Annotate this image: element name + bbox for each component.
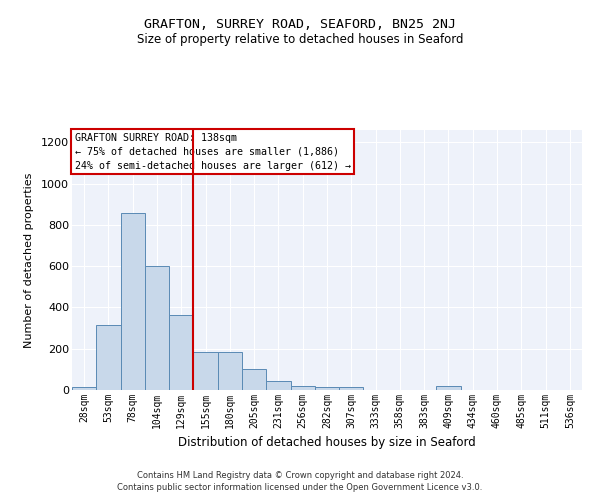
Bar — [218, 352, 242, 390]
Text: GRAFTON SURREY ROAD: 138sqm
← 75% of detached houses are smaller (1,886)
24% of : GRAFTON SURREY ROAD: 138sqm ← 75% of det… — [74, 132, 350, 170]
Y-axis label: Number of detached properties: Number of detached properties — [24, 172, 34, 348]
Bar — [72, 387, 96, 390]
Bar — [96, 325, 121, 390]
Bar — [290, 386, 315, 390]
Bar — [436, 386, 461, 390]
Bar — [169, 314, 193, 390]
Text: Contains HM Land Registry data © Crown copyright and database right 2024.
Contai: Contains HM Land Registry data © Crown c… — [118, 471, 482, 492]
X-axis label: Distribution of detached houses by size in Seaford: Distribution of detached houses by size … — [178, 436, 476, 450]
Bar — [145, 266, 169, 390]
Bar — [121, 212, 145, 390]
Bar — [266, 380, 290, 390]
Bar — [339, 387, 364, 390]
Text: GRAFTON, SURREY ROAD, SEAFORD, BN25 2NJ: GRAFTON, SURREY ROAD, SEAFORD, BN25 2NJ — [144, 18, 456, 30]
Bar — [193, 352, 218, 390]
Bar — [242, 370, 266, 390]
Text: Size of property relative to detached houses in Seaford: Size of property relative to detached ho… — [137, 32, 463, 46]
Bar — [315, 387, 339, 390]
